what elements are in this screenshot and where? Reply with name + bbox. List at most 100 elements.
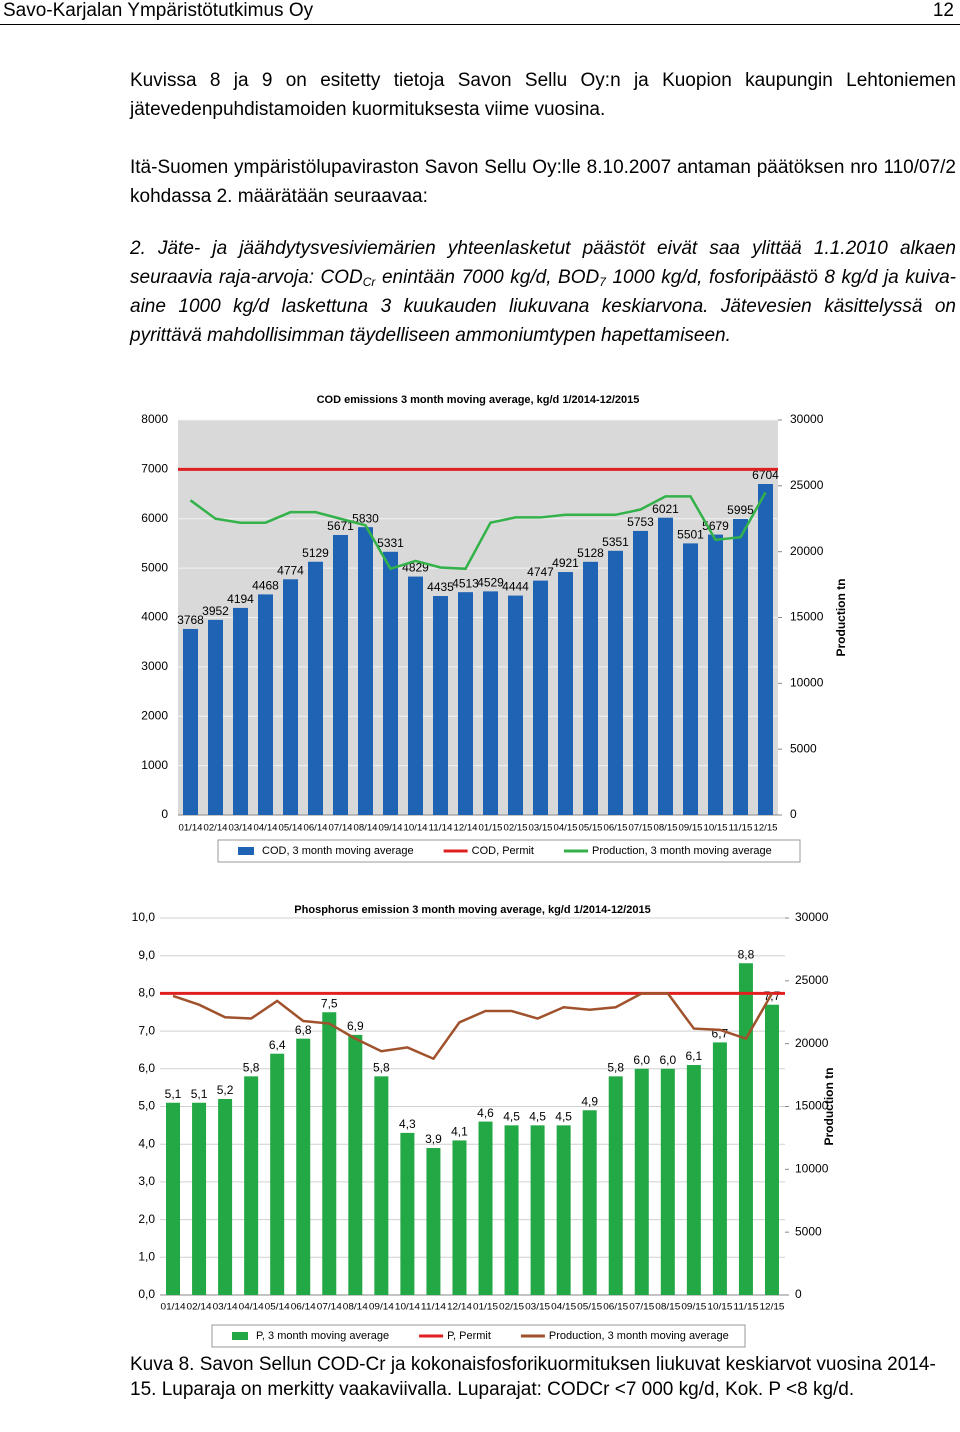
x-tick-label: 06/15 xyxy=(603,1301,628,1311)
bar xyxy=(166,1102,181,1295)
x-tick-label: 12/15 xyxy=(759,1301,784,1311)
quote: 2. Jäte- ja jäähdytysvesiviemärien yhtee… xyxy=(130,234,956,350)
data-label: 4,5 xyxy=(503,1110,520,1124)
data-label: 5351 xyxy=(602,535,629,549)
bar xyxy=(582,1110,597,1295)
y-tick-label: 2,0 xyxy=(138,1212,155,1226)
x-tick-label: 09/14 xyxy=(379,822,403,832)
y2-tick-label: 10000 xyxy=(795,1162,829,1176)
bar xyxy=(483,591,498,815)
x-tick-label: 01/15 xyxy=(479,822,503,832)
y2-tick-label: 25000 xyxy=(790,478,824,492)
x-tick-label: 05/15 xyxy=(579,822,603,832)
x-tick-label: 02/14 xyxy=(204,822,228,832)
x-tick-label: 08/14 xyxy=(354,822,378,832)
bar xyxy=(358,527,373,815)
bar xyxy=(296,1038,311,1295)
y-tick-label: 3000 xyxy=(141,659,168,673)
data-label: 7,7 xyxy=(764,989,781,1003)
bar xyxy=(208,619,223,815)
bar xyxy=(533,580,548,815)
production-line xyxy=(189,491,767,571)
x-tick-label: 01/14 xyxy=(179,822,203,832)
data-label: 5331 xyxy=(377,536,404,550)
x-tick-label: 06/14 xyxy=(291,1301,316,1311)
y-tick-label: 9,0 xyxy=(138,948,155,962)
chart-title: COD emissions 3 month moving average, kg… xyxy=(317,394,640,406)
x-tick-label: 10/14 xyxy=(404,822,428,832)
bar xyxy=(374,1076,389,1295)
text: enintään 7000 kg/d, BOD xyxy=(375,267,600,288)
data-label: 3952 xyxy=(202,604,229,618)
data-label: 6,0 xyxy=(659,1053,676,1067)
data-label: 6021 xyxy=(652,502,679,516)
x-tick-label: 07/15 xyxy=(629,1301,654,1311)
paragraph: Itä-Suomen ympäristölupaviraston Savon S… xyxy=(130,153,956,211)
legend-label: Production, 3 month moving average xyxy=(592,845,772,857)
legend-label: Production, 3 month moving average xyxy=(549,1330,729,1342)
bar xyxy=(608,550,623,815)
legend-label: P, Permit xyxy=(447,1330,491,1342)
y2-tick-label: 10000 xyxy=(790,676,824,690)
data-label: 4774 xyxy=(277,563,304,577)
x-tick-label: 11/14 xyxy=(421,1301,446,1311)
bar xyxy=(400,1132,415,1295)
data-label: 8,8 xyxy=(738,947,755,961)
y-tick-label: 2000 xyxy=(141,708,168,722)
bar xyxy=(504,1125,519,1295)
x-tick-label: 07/15 xyxy=(629,822,653,832)
bar xyxy=(308,561,323,815)
bar xyxy=(686,1065,701,1295)
bar xyxy=(452,1140,467,1295)
bar xyxy=(758,483,773,815)
bar xyxy=(333,534,348,815)
x-tick-label: 09/15 xyxy=(679,822,703,832)
bar xyxy=(660,1068,675,1295)
y-tick-label: 4,0 xyxy=(138,1136,155,1150)
x-tick-label: 02/15 xyxy=(504,822,528,832)
x-tick-label: 02/14 xyxy=(187,1301,212,1311)
bar xyxy=(738,963,753,1295)
y2-axis-label: Production tn xyxy=(834,579,848,657)
x-tick-label: 05/14 xyxy=(265,1301,290,1311)
data-label: 5,8 xyxy=(373,1061,390,1075)
bar xyxy=(530,1125,545,1295)
y2-tick-label: 25000 xyxy=(795,973,829,987)
data-label: 5128 xyxy=(577,546,604,560)
x-tick-label: 04/15 xyxy=(554,822,578,832)
x-tick-label: 11/15 xyxy=(729,822,753,832)
legend-label: COD, 3 month moving average xyxy=(262,845,414,857)
header-rule xyxy=(0,24,960,25)
x-tick-label: 12/14 xyxy=(447,1301,472,1311)
data-label: 4435 xyxy=(427,580,454,594)
legend-swatch xyxy=(238,847,254,855)
subscript: Cr xyxy=(362,275,376,289)
bar xyxy=(683,543,698,815)
x-tick-label: 06/14 xyxy=(304,822,328,832)
x-tick-label: 07/14 xyxy=(317,1301,342,1311)
bar xyxy=(583,561,598,815)
x-tick-label: 03/15 xyxy=(525,1301,550,1311)
y-tick-label: 6,0 xyxy=(138,1061,155,1075)
data-label: 5,8 xyxy=(243,1061,260,1075)
chart-title: Phosphorus emission 3 month moving avera… xyxy=(294,904,650,916)
data-label: 6,0 xyxy=(633,1053,650,1067)
page-number: 12 xyxy=(932,0,954,21)
bar xyxy=(478,1121,493,1295)
x-tick-label: 03/14 xyxy=(213,1301,238,1311)
y-tick-label: 4000 xyxy=(141,610,168,624)
data-label: 4,6 xyxy=(477,1106,494,1120)
y2-tick-label: 20000 xyxy=(795,1036,829,1050)
data-label: 7,5 xyxy=(321,996,338,1010)
x-tick-label: 03/15 xyxy=(529,822,553,832)
legend-swatch xyxy=(232,1332,248,1340)
bar xyxy=(192,1102,207,1295)
y2-tick-label: 5000 xyxy=(790,741,817,755)
y-tick-label: 8000 xyxy=(141,412,168,426)
x-tick-label: 09/14 xyxy=(369,1301,394,1311)
y2-tick-label: 20000 xyxy=(790,544,824,558)
data-label: 4747 xyxy=(527,565,554,579)
data-label: 6,4 xyxy=(269,1038,286,1052)
data-label: 4,5 xyxy=(555,1110,572,1124)
